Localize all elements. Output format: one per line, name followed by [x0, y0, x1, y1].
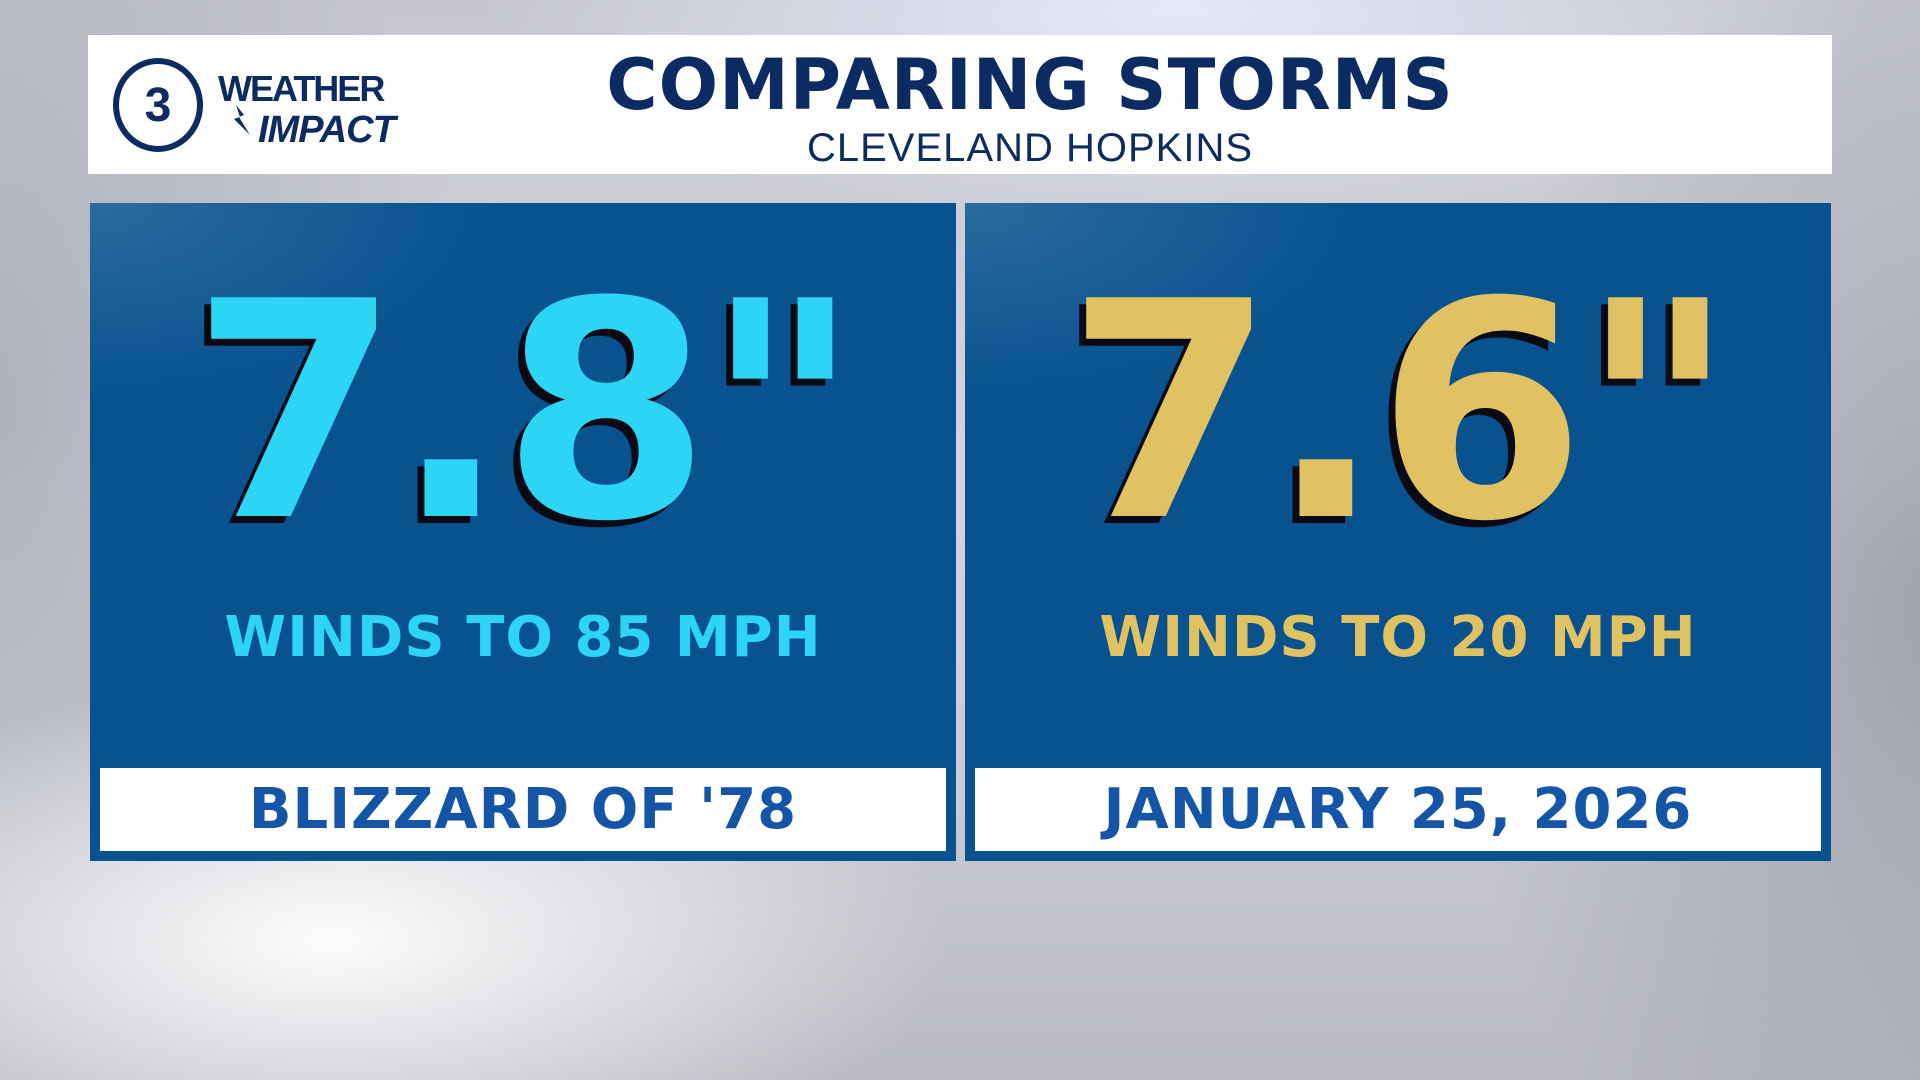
wind-speed-text: WINDS TO 85 MPH: [224, 605, 822, 670]
channel-circle-icon: [113, 58, 203, 152]
snowfall-value: 7.8": [191, 238, 861, 587]
page-title: COMPARING STORMS: [606, 44, 1454, 126]
wind-speed-text: WINDS TO 20 MPH: [1099, 605, 1697, 670]
logo-impact-text: IMPACT: [258, 109, 399, 151]
storm-panel-2026: 7.6" WINDS TO 20 MPH JANUARY 25, 2026: [965, 203, 1831, 861]
storm-label: JANUARY 25, 2026: [975, 768, 1821, 851]
lightning-bolt-icon: [234, 105, 250, 135]
weather-impact-logo: 3 WEATHER IMPACT: [113, 58, 400, 152]
header-bar: 3 WEATHER IMPACT COMPARING STORMS CLEVEL…: [88, 35, 1832, 174]
storm-panel-blizzard: 7.8" WINDS TO 85 MPH BLIZZARD OF '78: [90, 203, 956, 861]
snowfall-value: 7.6": [1066, 238, 1736, 587]
page-subtitle: CLEVELAND HOPKINS: [806, 126, 1254, 170]
storm-label: BLIZZARD OF '78: [100, 768, 946, 851]
logo-weather-text: WEATHER: [218, 68, 385, 109]
channel-number: 3: [145, 79, 172, 132]
